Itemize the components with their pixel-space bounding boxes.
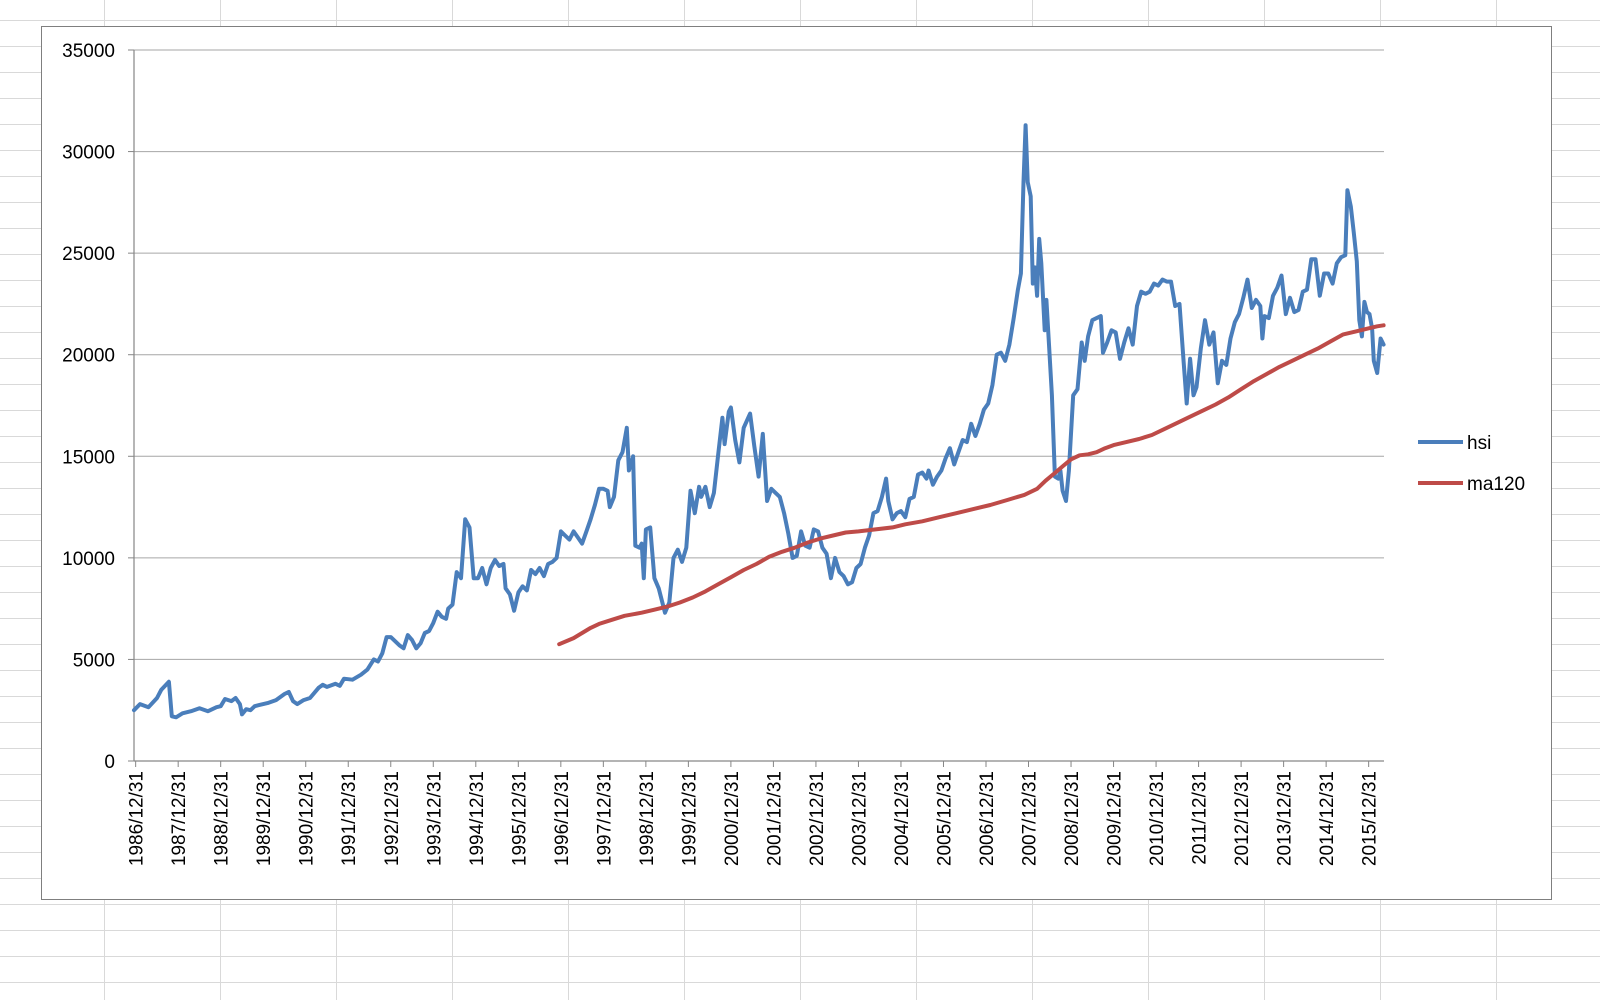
y-tick-label: 30000 [62, 143, 115, 164]
y-tick-label: 0 [104, 752, 115, 773]
x-tick-label: 1990/12/31 [297, 771, 318, 866]
y-tick-label: 20000 [62, 346, 115, 367]
x-tick-label: 1991/12/31 [339, 771, 360, 866]
y-axis-tick-labels: 0 5000 10000 15000 20000 25000 30000 35000 [62, 41, 134, 773]
x-tick-label: 2003/12/31 [849, 771, 870, 866]
y-tick-label: 25000 [62, 244, 115, 265]
x-tick-label: 1992/12/31 [382, 771, 403, 866]
chart-area[interactable] [41, 26, 1552, 900]
x-tick-label: 1994/12/31 [467, 771, 488, 866]
legend[interactable]: hsi ma120 [1418, 433, 1525, 495]
x-tick-label: 2015/12/31 [1360, 771, 1381, 866]
series-line-ma120[interactable] [557, 323, 1386, 647]
x-tick-label: 1993/12/31 [424, 771, 445, 866]
x-tick-label: 1988/12/31 [212, 771, 233, 866]
y-tick-label: 10000 [62, 549, 115, 570]
x-tick-label: 2011/12/31 [1190, 771, 1211, 865]
gridlines [134, 49, 1384, 660]
x-tick-label: 2013/12/31 [1275, 771, 1296, 866]
x-tick-label: 1999/12/31 [679, 771, 700, 866]
x-tick-label: 2004/12/31 [892, 771, 913, 866]
x-tick-label: 1995/12/31 [509, 771, 530, 866]
series-lines [132, 123, 1386, 720]
y-tick-label: 15000 [62, 447, 115, 468]
x-tick-label: 2001/12/31 [764, 771, 785, 866]
x-tick-label: 2014/12/31 [1317, 771, 1338, 866]
series-line-hsi[interactable] [132, 123, 1386, 720]
legend-label-hsi: hsi [1467, 433, 1491, 454]
x-tick-label: 1996/12/31 [552, 771, 573, 866]
axes [133, 50, 1384, 762]
x-tick-label: 1997/12/31 [594, 771, 615, 866]
x-tick-label: 2005/12/31 [934, 771, 955, 866]
x-tick-label: 2007/12/31 [1020, 771, 1041, 866]
legend-label-ma120: ma120 [1467, 474, 1525, 495]
y-tick-label: 35000 [62, 41, 115, 62]
x-tick-label: 1989/12/31 [254, 771, 275, 866]
x-tick-label: 1998/12/31 [637, 771, 658, 866]
y-tick-label: 5000 [73, 650, 115, 671]
x-axis-tick-labels: 1986/12/31 1987/12/31 1988/12/31 1989/12/31… [127, 761, 1381, 866]
x-tick-label: 2002/12/31 [807, 771, 828, 866]
x-tick-label: 2010/12/31 [1147, 771, 1168, 866]
x-tick-label: 2012/12/31 [1232, 771, 1253, 866]
x-tick-label: 1986/12/31 [127, 771, 148, 866]
x-tick-label: 2009/12/31 [1105, 771, 1126, 866]
x-tick-label: 1987/12/31 [169, 771, 190, 866]
x-tick-label: 2006/12/31 [977, 771, 998, 866]
x-tick-label: 2000/12/31 [722, 771, 743, 866]
x-tick-label: 2008/12/31 [1062, 771, 1083, 866]
